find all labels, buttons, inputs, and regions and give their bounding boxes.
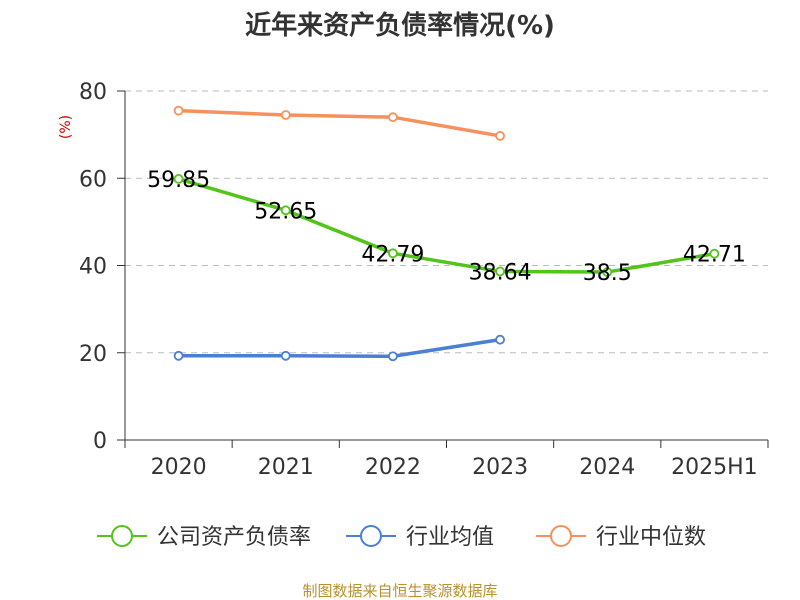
data-point [709,248,720,259]
y-tick-label: 0 [93,429,107,454]
data-point [280,205,291,216]
data-point [173,350,184,361]
chart-title: 近年来资产负债率情况(%) [245,10,555,41]
data-point [173,174,184,184]
series-line [176,177,717,274]
y-tick-label: 40 [79,255,107,280]
x-tick-label: 2022 [365,455,421,480]
x-tick-label: 2025H1 [671,455,758,480]
data-point [280,110,291,120]
legend-marker [550,525,572,547]
grid-lines [125,90,768,354]
data-point [495,334,505,345]
data-labels: 59.85 52.65 42.79 38.64 38.5 42.71 [147,168,746,286]
axes: 0 20 40 60 80 2020 2021 2022 2023 2024 2025H1 [79,80,769,480]
data-label: 38.5 [583,261,632,286]
data-label: 42.71 [683,243,746,268]
legend: 公司资产负债率 行业均值 行业中位数 [97,525,706,550]
data-point [388,112,398,123]
data-point [280,350,291,361]
x-tick-label: 2020 [151,455,207,480]
legend-marker [111,525,133,547]
x-tick-label: 2023 [472,455,528,480]
data-point [495,266,505,277]
data-label: 42.79 [361,242,424,267]
series-group [173,105,720,362]
data-label: 52.65 [254,199,317,224]
x-tick-label: 2024 [579,455,635,480]
source-note: 制图数据来自恒生聚源数据库 [302,582,497,600]
data-label: 59.85 [147,168,210,193]
y-tick-label: 20 [79,342,107,367]
legend-marker [360,525,382,547]
y-tick-label: 60 [79,167,107,192]
data-point [388,248,398,259]
data-point [602,267,613,277]
data-point [495,131,505,141]
data-label: 38.64 [469,260,532,285]
y-tick-label: 80 [79,80,107,105]
data-point [173,105,184,116]
legend-label: 行业中位数 [596,525,706,550]
data-point [388,351,398,362]
x-tick-label: 2021 [258,455,314,480]
series-line [176,337,502,358]
y-axis-label: (%) [58,115,74,139]
series-line [176,108,502,138]
legend-label: 行业均值 [406,525,494,550]
legend-label: 公司资产负债率 [157,525,311,550]
